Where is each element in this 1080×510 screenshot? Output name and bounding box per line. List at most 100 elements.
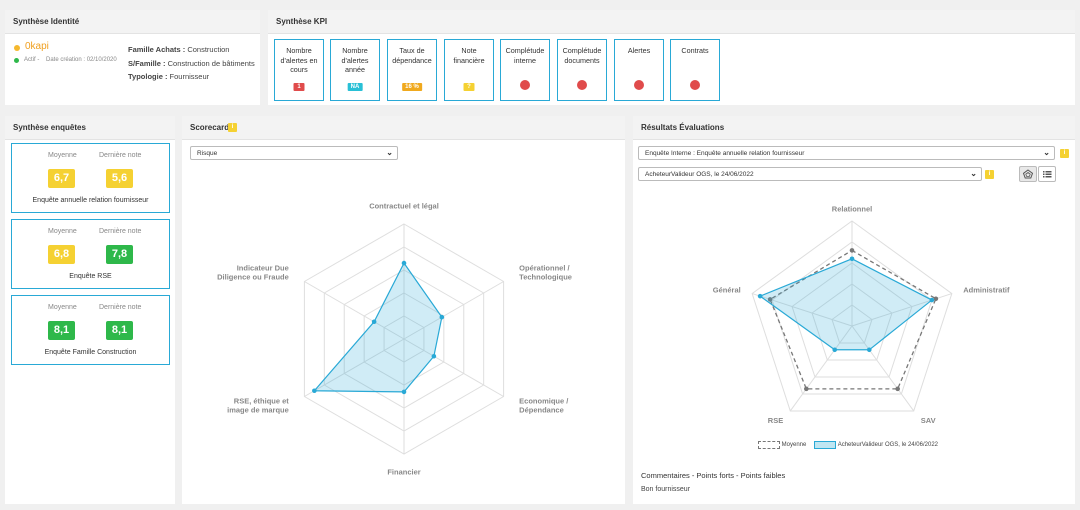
- radar-series-area: [758, 258, 933, 351]
- radar-data-point: [866, 347, 872, 353]
- kpi-label: Contrats: [681, 46, 709, 55]
- status-red-dot-icon: [690, 80, 700, 90]
- radar-axis-label-line: Financier: [387, 468, 420, 477]
- kpi-card[interactable]: Taux de dépendance 16 %: [387, 39, 437, 101]
- radar-grid-ring: [811, 283, 893, 361]
- supplier-name[interactable]: 0kapi: [25, 41, 49, 52]
- legend-avg-label[interactable]: Moyenne: [781, 442, 807, 448]
- scorecard-select[interactable]: Risque ⌄: [190, 146, 398, 160]
- kpi-label: Complétude documents: [562, 46, 602, 65]
- last-score-badge: 8,1: [106, 321, 133, 340]
- kpi-value-badge: ?: [463, 83, 475, 91]
- radar-axis-label: Economique / Dépendance: [519, 397, 569, 415]
- radar-data-point: [439, 314, 445, 320]
- legend-avg-swatch[interactable]: [758, 441, 780, 449]
- kpi-card[interactable]: Nombre d'alertes année NA: [330, 39, 380, 101]
- radar-data-point: [895, 386, 900, 392]
- radar-view-button[interactable]: [1019, 166, 1037, 182]
- kpi-label: Note financière: [453, 46, 485, 65]
- legend-eval-swatch[interactable]: [814, 441, 837, 449]
- last-header: Dernière note: [99, 304, 142, 311]
- list-view-icon: [1043, 171, 1052, 178]
- evaluations-panel: Résultats Évaluations Enquête Interne : …: [633, 116, 1075, 504]
- scorecard-radar-chart: Contractuel et légal Opérationnel / Techno…: [217, 202, 572, 477]
- radar-axis-label: SAV: [921, 416, 936, 425]
- radar-data-point: [804, 386, 809, 392]
- radar-axis-label: Général: [713, 285, 741, 294]
- identity-panel: Synthèse Identité 0kapi Actif - Date cré…: [5, 10, 260, 105]
- chevron-down-icon: ⌄: [970, 169, 977, 178]
- evaluator-info-icon[interactable]: i: [985, 170, 994, 179]
- survey-select-value: Enquête Interne : Enquête annuelle relat…: [645, 150, 805, 157]
- famille-value: Construction: [187, 45, 230, 54]
- radar-data-point: [401, 260, 407, 266]
- scorecard-title-text: Scorecard: [190, 123, 230, 132]
- radar-axis-label: Indicateur Due Diligence ou Fraude: [217, 264, 289, 282]
- chevron-down-icon: ⌄: [1043, 148, 1050, 157]
- kpi-card[interactable]: Complétude interne: [500, 39, 550, 101]
- radar-data-point: [371, 319, 377, 325]
- radar-grid-ring: [751, 220, 953, 412]
- typologie-value: Fournisseur: [169, 72, 210, 81]
- radar-data-point: [929, 297, 935, 303]
- kpi-card[interactable]: Complétude documents: [557, 39, 607, 101]
- radar-data-point: [401, 389, 407, 395]
- survey-select[interactable]: Enquête Interne : Enquête annuelle relat…: [638, 146, 1055, 160]
- kpi-card[interactable]: Note financière?: [444, 39, 494, 101]
- kpi-card[interactable]: Contrats: [670, 39, 720, 101]
- avg-score-badge: 6,7: [48, 169, 75, 188]
- last-header: Dernière note: [99, 152, 142, 159]
- survey-info-icon[interactable]: i: [1060, 149, 1069, 158]
- kpi-card[interactable]: Alertes: [614, 39, 664, 101]
- radar-axis-line: [304, 281, 405, 340]
- radar-data-point: [431, 353, 437, 359]
- radar-axis-label: Opérationnel / Technologique: [519, 264, 572, 282]
- evaluator-select-value: AcheteurValideur OGS, le 24/06/2022: [645, 171, 754, 178]
- legend-eval-label[interactable]: AcheteurValideur OGS, le 24/06/2022: [837, 442, 938, 448]
- famille-label: Famille Achats :: [128, 45, 186, 54]
- avg-score-badge: 6,8: [48, 245, 75, 264]
- survey-label: Enquête RSE: [69, 273, 112, 280]
- chevron-down-icon: ⌄: [386, 148, 393, 157]
- radar-axis-line: [851, 325, 915, 412]
- radar-axis-line: [304, 338, 405, 397]
- radar-axis-label-line: Technologique: [519, 273, 572, 282]
- radar-data-point: [832, 347, 838, 353]
- evaluations-radar-chart: Relationnel Administratif SAV RSE Général: [713, 205, 1010, 426]
- scorecard-title: Scorecard: [182, 116, 625, 140]
- famille-row: Famille Achats : Construction: [128, 43, 255, 57]
- status-dot-icon: [14, 45, 20, 51]
- radar-axis-label-line: image de marque: [227, 406, 289, 415]
- kpi-card[interactable]: Nombre d'alertes en cours 1: [274, 39, 324, 101]
- kpi-label: Nombre d'alertes en cours: [280, 46, 318, 74]
- radar-axis-label-line: Relationnel: [832, 205, 872, 214]
- radar-axis-label: Contractuel et légal: [369, 202, 439, 211]
- chart-legend: Moyenne AcheteurValideur OGS, le 24/06/2…: [758, 441, 938, 449]
- kpi-label: Nombre d'alertes année: [341, 46, 369, 74]
- survey-card[interactable]: Moyenne Dernière note 8,1 8,1 Enquête Famill…: [11, 295, 170, 365]
- radar-axis-label-line: SAV: [921, 416, 936, 425]
- last-score-badge: 5,6: [106, 169, 133, 188]
- avg-score-badge: 8,1: [48, 321, 75, 340]
- avg-header: Moyenne: [48, 152, 77, 159]
- radar-grid-ring: [791, 262, 913, 378]
- comments-text: Bon fournisseur: [641, 486, 691, 493]
- radar-axis-line: [789, 325, 853, 412]
- scorecard-panel: Scorecard i Risque ⌄ Contractuel et léga…: [182, 116, 625, 504]
- radar-axis-label: RSE, éthique et image de marque: [227, 397, 289, 415]
- radar-axis-label-line: Opérationnel /: [519, 264, 570, 273]
- status-text: Actif -: [24, 57, 40, 63]
- radar-series-area: [313, 261, 443, 393]
- radar-axis-label-line: Contractuel et légal: [369, 202, 439, 211]
- status-red-dot-icon: [577, 80, 587, 90]
- kpi-value-badge: NA: [347, 83, 363, 91]
- survey-card[interactable]: Moyenne Dernière note 6,7 5,6 Enquête annuel…: [11, 143, 170, 213]
- radar-view-icon: [1022, 169, 1034, 179]
- kpi-label: Complétude interne: [505, 46, 545, 65]
- scorecard-info-icon[interactable]: i: [228, 123, 237, 132]
- survey-card[interactable]: Moyenne Dernière note 6,8 7,8 Enquête RSE: [11, 219, 170, 289]
- list-view-button[interactable]: [1038, 166, 1056, 182]
- evaluator-select[interactable]: AcheteurValideur OGS, le 24/06/2022 ⌄: [638, 167, 982, 181]
- comments-title: Commentaires - Points forts - Points fai…: [641, 471, 786, 480]
- sfamille-value: Construction de bâtiments: [167, 58, 255, 68]
